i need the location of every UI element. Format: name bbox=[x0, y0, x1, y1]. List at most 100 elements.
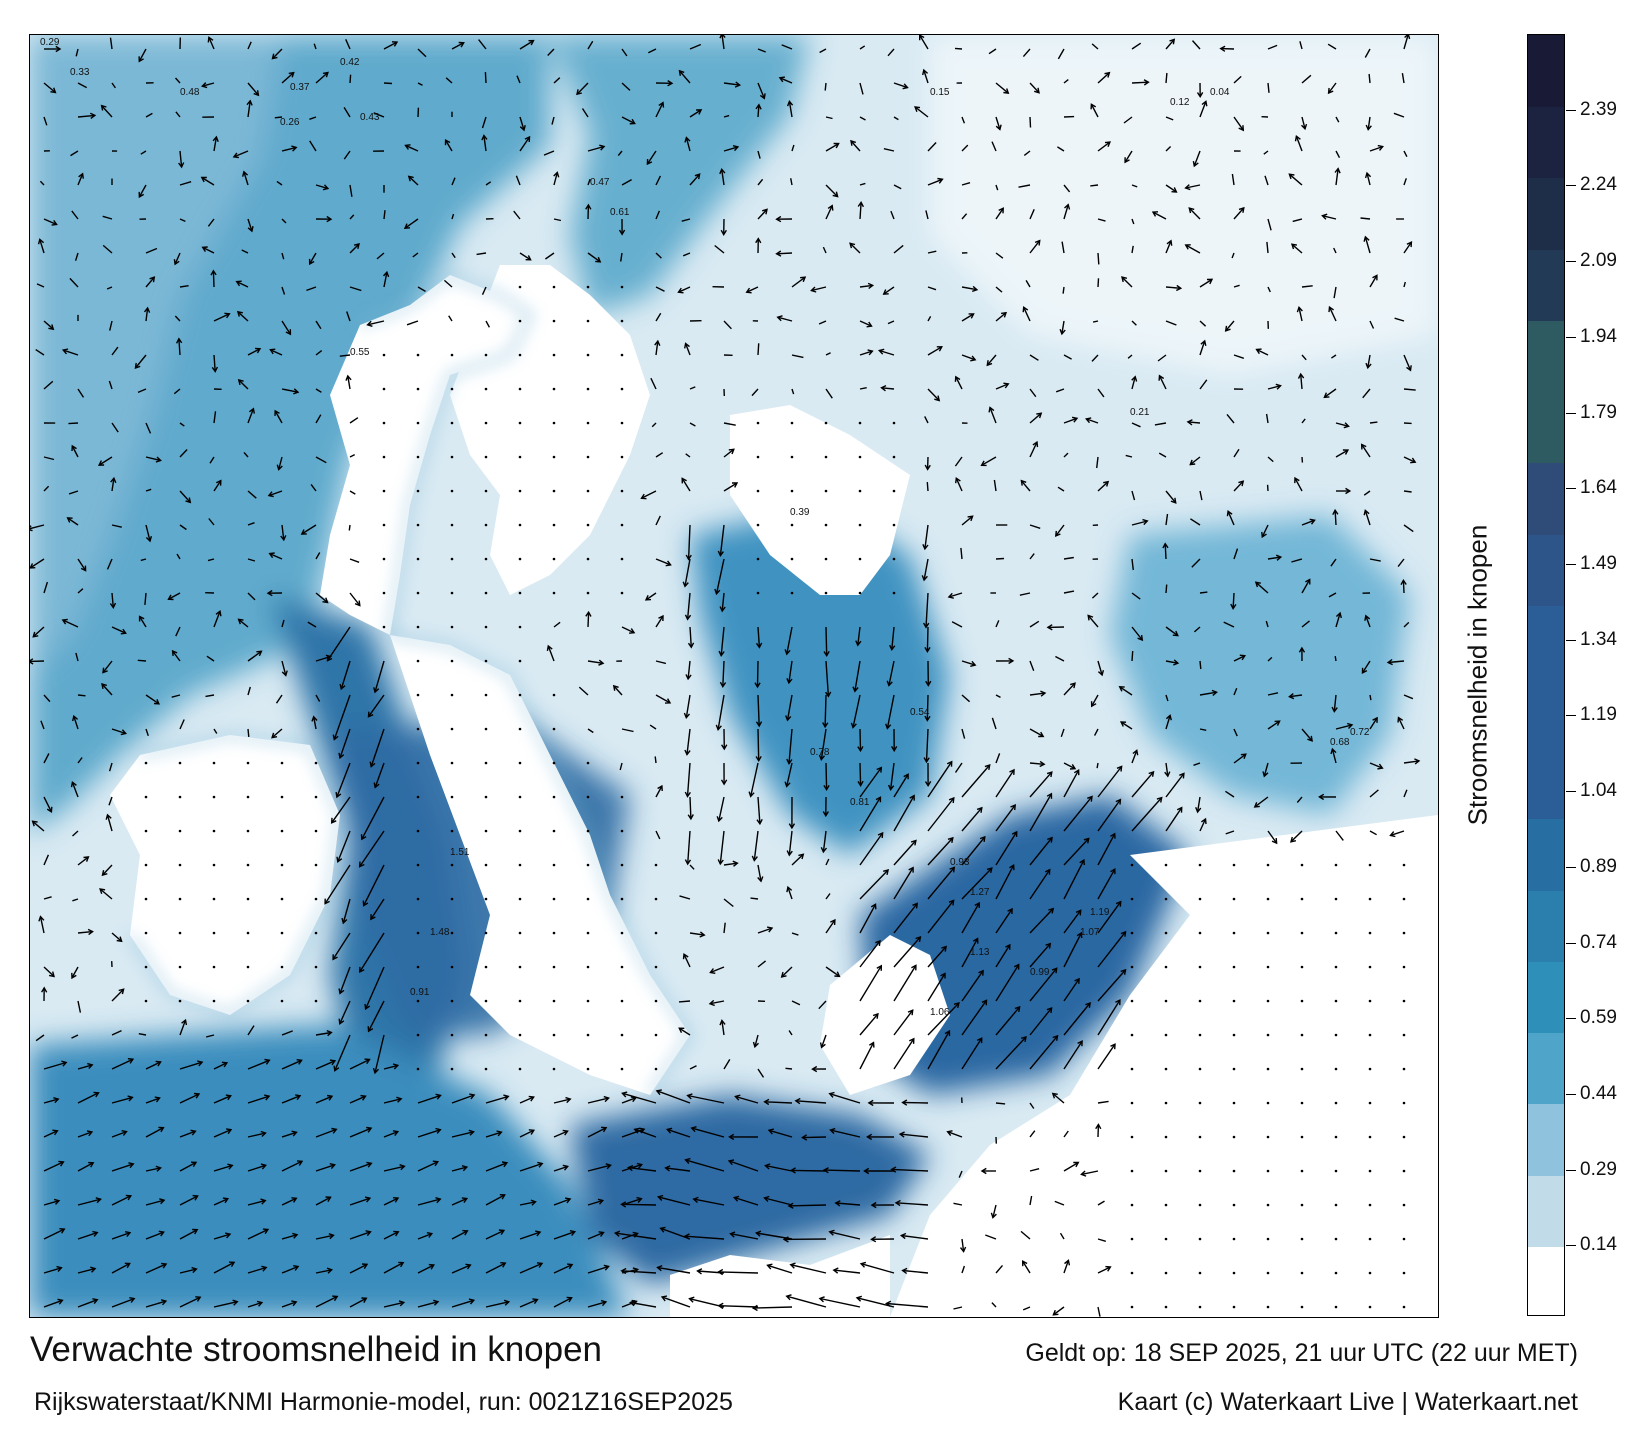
current-arrow bbox=[1097, 931, 1127, 968]
current-arrow bbox=[995, 769, 1015, 798]
current-arrow bbox=[961, 764, 991, 798]
calm-dot bbox=[280, 965, 284, 969]
current-arrow bbox=[859, 796, 881, 832]
current-arrow-head bbox=[92, 1230, 99, 1237]
current-arrow-head bbox=[171, 649, 178, 656]
current-arrow bbox=[1364, 236, 1371, 254]
current-arrow-head bbox=[696, 109, 703, 115]
current-arrow-head bbox=[444, 139, 451, 146]
current-arrow-head bbox=[665, 560, 672, 567]
current-arrow bbox=[655, 312, 662, 322]
current-arrow bbox=[621, 1232, 638, 1240]
current-arrow bbox=[825, 893, 831, 900]
current-arrow-head bbox=[948, 899, 955, 906]
current-arrow-head bbox=[787, 1202, 794, 1209]
current-arrow bbox=[1256, 348, 1269, 356]
current-arrow-head bbox=[988, 406, 995, 413]
calm-dot bbox=[1368, 999, 1372, 1003]
speed-value-label: 0.78 bbox=[810, 747, 830, 758]
current-arrow bbox=[730, 1233, 759, 1240]
current-arrow-head bbox=[256, 1300, 264, 1307]
current-arrow bbox=[1233, 284, 1240, 288]
current-arrow-head bbox=[569, 1230, 577, 1237]
current-arrow bbox=[995, 753, 1001, 764]
current-arrow-head bbox=[322, 597, 329, 604]
current-arrow bbox=[825, 966, 840, 977]
current-arrow-head bbox=[719, 167, 726, 175]
current-arrow-head bbox=[211, 366, 219, 373]
current-arrow-head bbox=[373, 687, 380, 694]
speed-value-label: 0.43 bbox=[360, 112, 380, 123]
current-arrow bbox=[819, 1297, 861, 1308]
current-arrow-head bbox=[972, 937, 979, 944]
current-arrow-head bbox=[359, 966, 365, 974]
current-arrow bbox=[687, 1094, 725, 1104]
calm-dot bbox=[450, 693, 454, 697]
current-arrow bbox=[1291, 558, 1303, 563]
current-arrow bbox=[213, 1301, 238, 1308]
current-arrow bbox=[30, 660, 45, 663]
colorbar-band bbox=[1528, 177, 1564, 250]
current-arrow bbox=[1131, 218, 1135, 225]
current-arrow-head bbox=[154, 1096, 161, 1103]
current-arrow-head bbox=[911, 964, 917, 971]
current-arrow-head bbox=[200, 176, 207, 183]
current-arrow bbox=[1087, 614, 1099, 628]
current-arrow-head bbox=[221, 1061, 229, 1068]
current-arrow-head bbox=[70, 780, 77, 788]
current-arrow-head bbox=[1034, 239, 1041, 246]
current-arrow-head bbox=[333, 1065, 340, 1072]
calm-dot bbox=[416, 829, 420, 833]
current-arrow bbox=[951, 621, 963, 628]
speed-value-label: 1.06 bbox=[930, 1007, 950, 1018]
current-arrow bbox=[1364, 48, 1371, 58]
calm-dot bbox=[450, 557, 454, 561]
current-arrow bbox=[678, 70, 691, 84]
current-arrow bbox=[1029, 771, 1053, 798]
current-arrow bbox=[721, 35, 725, 50]
current-arrow bbox=[822, 830, 827, 852]
current-arrow-head bbox=[720, 229, 727, 236]
current-arrow-head bbox=[683, 712, 691, 720]
current-arrow bbox=[247, 1199, 266, 1206]
current-arrow bbox=[1335, 724, 1353, 730]
current-arrow-head bbox=[786, 678, 793, 685]
current-arrow bbox=[1121, 276, 1133, 288]
current-arrow-head bbox=[225, 1094, 232, 1101]
current-arrow bbox=[859, 767, 882, 798]
calm-dot bbox=[858, 455, 862, 459]
current-arrow-head bbox=[332, 1295, 339, 1302]
current-arrow-head bbox=[1195, 807, 1202, 814]
current-arrow bbox=[1057, 146, 1065, 152]
current-arrow-head bbox=[366, 1161, 373, 1168]
current-arrow bbox=[349, 1297, 367, 1308]
colorbar-band bbox=[1528, 818, 1564, 891]
current-arrow-head bbox=[910, 839, 917, 846]
current-arrow-head bbox=[828, 1091, 835, 1098]
calm-dot bbox=[518, 999, 522, 1003]
current-arrow bbox=[519, 40, 534, 50]
calm-dot bbox=[1402, 863, 1406, 867]
current-arrow-head bbox=[332, 734, 339, 741]
current-arrow-head bbox=[215, 609, 222, 617]
current-arrow-head bbox=[262, 1228, 270, 1235]
current-arrow bbox=[349, 286, 362, 292]
current-arrow-head bbox=[822, 1167, 829, 1174]
current-arrow-head bbox=[756, 818, 763, 826]
current-arrow-head bbox=[986, 360, 993, 367]
current-arrow-head bbox=[976, 806, 983, 813]
current-arrow bbox=[179, 524, 187, 531]
calm-dot bbox=[416, 523, 420, 527]
current-arrow bbox=[961, 970, 984, 1002]
current-arrow bbox=[315, 184, 329, 190]
current-arrow bbox=[1063, 838, 1090, 866]
current-arrow-head bbox=[562, 1129, 569, 1136]
current-arrow bbox=[859, 320, 872, 327]
calm-dot bbox=[144, 829, 148, 833]
current-arrow-head bbox=[727, 1159, 735, 1166]
calm-dot bbox=[484, 727, 488, 731]
current-arrow bbox=[247, 100, 251, 118]
current-arrow-head bbox=[953, 1002, 960, 1009]
calm-dot bbox=[1232, 1271, 1236, 1275]
current-arrow bbox=[757, 82, 765, 99]
